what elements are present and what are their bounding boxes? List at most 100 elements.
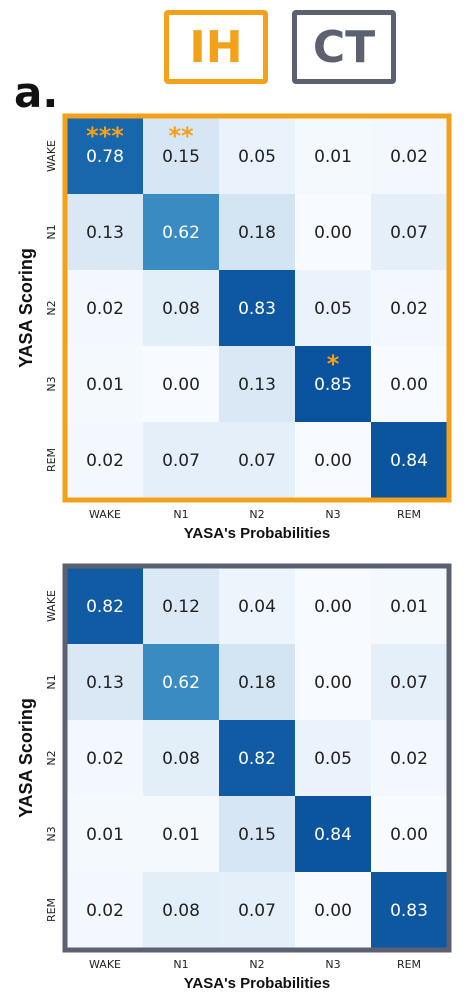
ih-cell-label-r3-c3: 0.85 xyxy=(314,375,352,395)
ih-cell-r4-c2 xyxy=(219,422,295,498)
ih-y-tick-wake: WAKE xyxy=(45,140,58,172)
ct-cell-label-r1-c4: 0.07 xyxy=(390,673,428,693)
ih-matrix-border xyxy=(62,113,452,503)
ih-cell-r3-c3 xyxy=(295,346,371,422)
ct-cell-label-r4-c1: 0.08 xyxy=(162,901,200,921)
ct-cell-label-r1-c0: 0.13 xyxy=(86,673,124,693)
ct-cell-r0-c3 xyxy=(295,568,371,644)
ct-cell-r1-c3 xyxy=(295,644,371,720)
ct-cell-r4-c3 xyxy=(295,872,371,948)
ih-cell-label-r0-c0: 0.78 xyxy=(86,147,124,167)
ct-cell-label-r2-c2: 0.82 xyxy=(238,749,276,769)
ct-cell-label-r2-c1: 0.08 xyxy=(162,749,200,769)
ih-cell-label-r1-c4: 0.07 xyxy=(390,223,428,243)
ih-cell-label-r0-c1: 0.15 xyxy=(162,147,200,167)
ih-cell-label-r3-c2: 0.13 xyxy=(238,375,276,395)
ct-cell-label-r0-c3: 0.00 xyxy=(314,597,352,617)
ih-cell-label-r2-c4: 0.02 xyxy=(390,299,428,319)
ct-cell-label-r0-c4: 0.01 xyxy=(390,597,428,617)
ih-cell-r4-c0 xyxy=(67,422,143,498)
ct-x-tick-rem: REM xyxy=(397,958,421,971)
ct-cell-label-r1-c1: 0.62 xyxy=(162,673,200,693)
ih-cell-label-r0-c4: 0.02 xyxy=(390,147,428,167)
ih-cell-label-r1-c2: 0.18 xyxy=(238,223,276,243)
ih-cell-r3-c1 xyxy=(143,346,219,422)
ih-x-tick-rem: REM xyxy=(397,508,421,521)
ih-cell-label-r1-c3: 0.00 xyxy=(314,223,352,243)
ih-cell-label-r3-c1: 0.00 xyxy=(162,375,200,395)
ct-cell-r1-c4 xyxy=(371,644,447,720)
ih-cell-label-r1-c0: 0.13 xyxy=(86,223,124,243)
ih-cell-r1-c2 xyxy=(219,194,295,270)
ct-cell-r0-c2 xyxy=(219,568,295,644)
ct-cell-r4-c4 xyxy=(371,872,447,948)
ih-y-tick-n3: N3 xyxy=(45,376,58,391)
ct-cell-r4-c1 xyxy=(143,872,219,948)
ct-cell-r2-c2 xyxy=(219,720,295,796)
ih-y-tick-n1: N1 xyxy=(45,224,58,239)
ct-cell-label-r2-c4: 0.02 xyxy=(390,749,428,769)
ih-cell-r1-c4 xyxy=(371,194,447,270)
ct-x-tick-wake: WAKE xyxy=(89,958,121,971)
ih-x-axis-title: YASA's Probabilities xyxy=(184,525,330,542)
ih-cell-label-r2-c2: 0.83 xyxy=(238,299,276,319)
ct-cell-r1-c2 xyxy=(219,644,295,720)
ct-x-tick-n2: N2 xyxy=(249,958,264,971)
ih-cell-r2-c2 xyxy=(219,270,295,346)
ct-cell-label-r2-c3: 0.05 xyxy=(314,749,352,769)
ct-cell-label-r3-c0: 0.01 xyxy=(86,825,124,845)
ih-cell-r1-c0 xyxy=(67,194,143,270)
ct-cell-r2-c3 xyxy=(295,720,371,796)
ih-significance-marker-0: *** xyxy=(86,122,124,150)
ct-cell-label-r1-c2: 0.18 xyxy=(238,673,276,693)
ct-x-tick-n1: N1 xyxy=(173,958,188,971)
ih-y-tick-rem: REM xyxy=(45,448,58,472)
ct-x-axis-title: YASA's Probabilities xyxy=(184,975,330,992)
ih-x-tick-n3: N3 xyxy=(325,508,340,521)
ih-cell-label-r2-c0: 0.02 xyxy=(86,299,124,319)
ih-cell-r2-c4 xyxy=(371,270,447,346)
ih-cell-r0-c4 xyxy=(371,118,447,194)
ih-cell-label-r2-c1: 0.08 xyxy=(162,299,200,319)
ih-significance-marker-2: * xyxy=(327,350,340,378)
ih-cell-r4-c1 xyxy=(143,422,219,498)
ct-cell-r3-c4 xyxy=(371,796,447,872)
ct-cell-r3-c2 xyxy=(219,796,295,872)
ct-cell-label-r4-c4: 0.83 xyxy=(390,901,428,921)
ih-cell-label-r2-c3: 0.05 xyxy=(314,299,352,319)
ct-cell-r1-c1 xyxy=(143,644,219,720)
ih-significance-marker-1: ** xyxy=(168,122,194,150)
ih-cell-r1-c1 xyxy=(143,194,219,270)
panel-label: a. xyxy=(14,68,59,117)
ih-cell-label-r4-c0: 0.02 xyxy=(86,451,124,471)
legend-ih-label: IH xyxy=(189,21,243,73)
ct-cell-r0-c4 xyxy=(371,568,447,644)
ct-cell-r2-c1 xyxy=(143,720,219,796)
ct-cell-label-r3-c4: 0.00 xyxy=(390,825,428,845)
ih-y-tick-n2: N2 xyxy=(45,300,58,315)
ct-cell-r3-c0 xyxy=(67,796,143,872)
ih-cell-label-r1-c1: 0.62 xyxy=(162,223,200,243)
ct-y-tick-wake: WAKE xyxy=(45,590,58,622)
ct-cell-r4-c0 xyxy=(67,872,143,948)
ct-cell-r1-c0 xyxy=(67,644,143,720)
ct-cell-label-r3-c1: 0.01 xyxy=(162,825,200,845)
ct-cell-r0-c1 xyxy=(143,568,219,644)
ct-cell-label-r0-c0: 0.82 xyxy=(86,597,124,617)
ct-cell-label-r0-c1: 0.12 xyxy=(162,597,200,617)
ih-cell-r3-c2 xyxy=(219,346,295,422)
ih-cell-r3-c4 xyxy=(371,346,447,422)
ct-cell-r4-c2 xyxy=(219,872,295,948)
ct-cell-label-r4-c0: 0.02 xyxy=(86,901,124,921)
legend-ct: CT xyxy=(292,10,396,84)
ih-cell-r4-c3 xyxy=(295,422,371,498)
ih-cell-label-r0-c3: 0.01 xyxy=(314,147,352,167)
ct-cell-label-r3-c3: 0.84 xyxy=(314,825,352,845)
ih-y-axis-title: YASA Scoring xyxy=(16,248,36,368)
ct-cell-label-r1-c3: 0.00 xyxy=(314,673,352,693)
ih-cell-r3-c0 xyxy=(67,346,143,422)
ct-cell-r2-c4 xyxy=(371,720,447,796)
confusion-matrix-ih: 0.78 0.15 0.05 0.01 0.02 0.13 0.62 0.18 0.00 0.07… xyxy=(16,113,452,542)
ct-cell-label-r3-c2: 0.15 xyxy=(238,825,276,845)
confusion-matrix-ct: 0.82 0.12 0.04 0.00 0.01 0.13 0.62 0.18 0.00 0.07… xyxy=(16,563,452,992)
